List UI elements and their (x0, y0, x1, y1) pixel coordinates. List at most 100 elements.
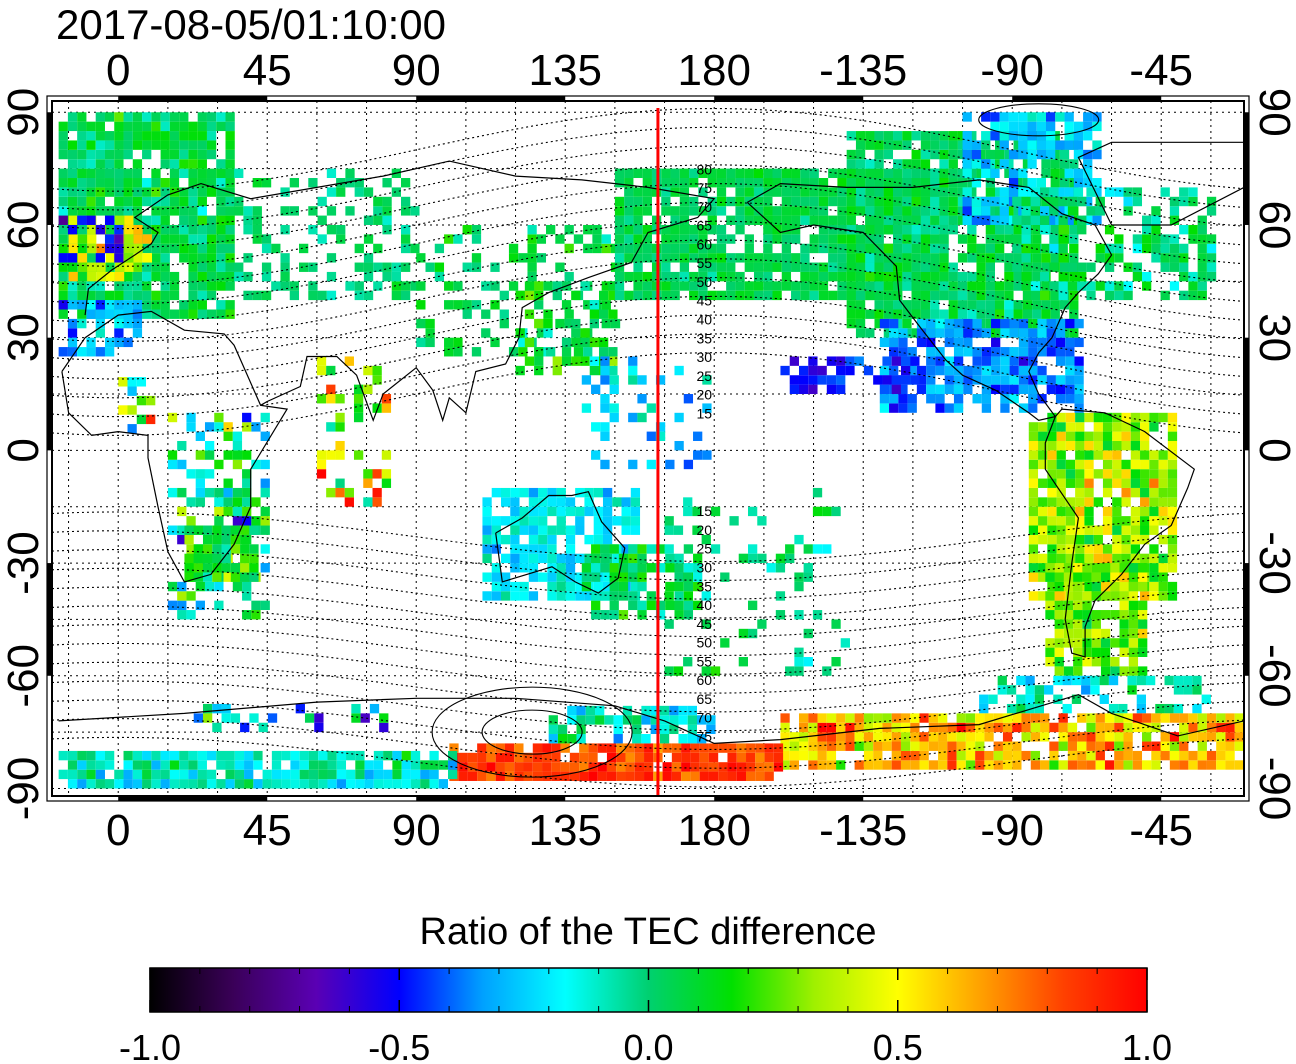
tec-cell (911, 281, 921, 291)
tec-cell (86, 159, 96, 169)
tec-cell (1128, 572, 1139, 582)
tec-cell (926, 365, 936, 376)
tec-cell (1075, 497, 1085, 507)
tec-cell (1188, 281, 1198, 291)
tec-cell (280, 262, 290, 272)
tec-cell (532, 771, 543, 781)
tec-cell (1012, 750, 1022, 761)
tec-cell (528, 553, 539, 564)
tec-cell (169, 140, 180, 150)
tec-cell (702, 403, 712, 413)
tec-cell (169, 750, 180, 761)
tec-cell (299, 760, 309, 770)
tec-cell (1151, 750, 1161, 761)
tec-cell (225, 159, 235, 169)
tec-cell (477, 762, 487, 772)
tec-cell (382, 224, 392, 235)
tec-cell (202, 544, 213, 554)
tec-cell (935, 328, 945, 338)
tec-cell (1093, 553, 1103, 564)
tec-cell (1128, 666, 1139, 676)
tec-cell (803, 544, 813, 554)
tec-cell (789, 356, 799, 366)
tec-cell (791, 253, 801, 263)
tec-cell (1149, 459, 1159, 470)
tec-cell (702, 375, 712, 385)
tec-cell (595, 715, 605, 725)
tec-cell (132, 112, 143, 122)
tec-cell (1083, 196, 1093, 207)
tec-cell (1064, 215, 1074, 225)
tec-cell (1119, 647, 1129, 657)
tec-cell (831, 657, 841, 667)
tec-cell (735, 290, 745, 301)
tec-cell (77, 131, 87, 141)
tec-cell (1077, 224, 1087, 235)
tec-cell (1065, 422, 1076, 432)
tec-cell (548, 715, 558, 725)
tec-cell (818, 262, 829, 272)
tec-cell (1112, 440, 1122, 451)
tec-cell (373, 779, 384, 789)
tec-cell (641, 715, 651, 725)
tec-cell (826, 722, 837, 733)
tec-cell (86, 187, 96, 197)
tec-cell (124, 262, 134, 272)
tec-cell (179, 168, 189, 179)
tec-cell (735, 271, 745, 282)
tec-cell (167, 525, 178, 535)
tec-cell (674, 412, 684, 423)
tec-cell (947, 750, 957, 761)
tec-cell (1037, 337, 1047, 348)
tec-cell (1216, 713, 1226, 723)
tec-cell (1167, 478, 1178, 488)
tec-cell (757, 553, 767, 564)
tec-cell (410, 779, 421, 789)
tec-cell (1114, 281, 1124, 291)
tec-cell (633, 187, 643, 197)
tec-cell (628, 356, 638, 366)
tec-cell (543, 328, 553, 338)
tec-cell (900, 713, 911, 723)
axis-tick-label: 30 (1250, 313, 1296, 362)
tec-cell (981, 168, 991, 179)
tec-cell (1197, 760, 1207, 770)
tec-cell (798, 750, 809, 761)
tec-cell (1008, 187, 1019, 197)
tec-cell (179, 112, 189, 122)
tec-cell (575, 487, 585, 498)
tec-cell (655, 422, 666, 432)
tec-cell (364, 760, 374, 770)
tec-cell (514, 762, 524, 772)
tec-cell (1058, 243, 1068, 254)
tec-cell (336, 187, 346, 197)
contour-label: 30 (696, 349, 712, 365)
tec-cell (379, 713, 389, 723)
tec-cell (373, 262, 383, 272)
tec-cell (1013, 271, 1023, 282)
tec-cell (1140, 412, 1150, 423)
tec-cell (214, 497, 224, 507)
tec-cell (893, 300, 903, 310)
tec-cell (1114, 722, 1124, 733)
tec-cell (618, 563, 629, 573)
tec-cell (216, 271, 226, 282)
tec-cell (846, 159, 856, 169)
tec-cell (845, 356, 855, 366)
tec-cell (972, 394, 982, 404)
tec-cell (891, 375, 901, 385)
tec-cell (891, 741, 901, 751)
tec-cell (1000, 347, 1010, 357)
tec-cell (381, 394, 392, 404)
tec-cell (523, 752, 533, 763)
tec-cell (812, 506, 823, 517)
tec-cell (581, 563, 592, 573)
tec-cell (764, 743, 774, 753)
tec-cell (707, 206, 717, 216)
tec-cell (538, 553, 548, 564)
tec-cell (482, 553, 492, 564)
tec-cell (687, 734, 698, 744)
tec-cell (1002, 732, 1013, 742)
tec-cell (234, 262, 244, 272)
tec-cell (206, 779, 217, 789)
